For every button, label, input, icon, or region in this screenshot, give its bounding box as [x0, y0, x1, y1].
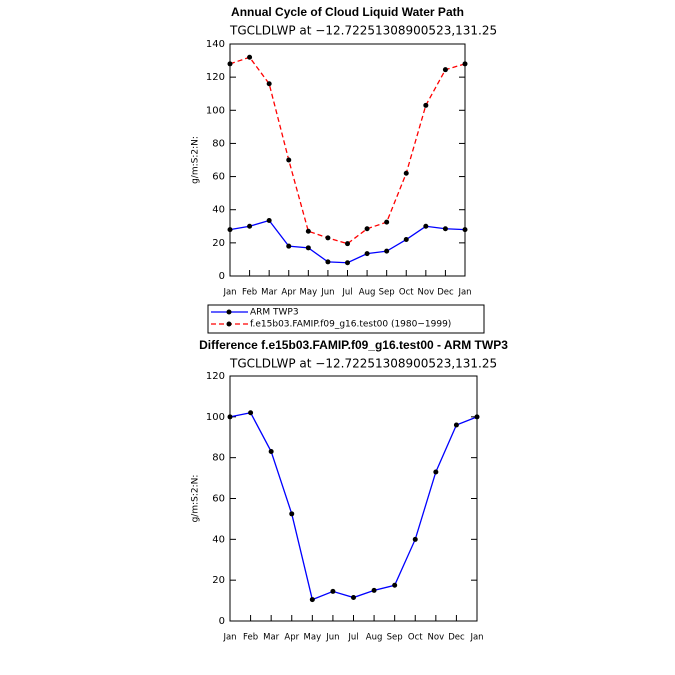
data-point: [474, 414, 480, 420]
series-line: [229, 412, 478, 601]
x-tick-label: Dec: [448, 633, 465, 643]
data-point: [403, 170, 409, 176]
legend-label: ARM TWP3: [250, 308, 299, 318]
x-tick-label: Mar: [261, 288, 278, 298]
data-point: [247, 223, 253, 229]
y-tick-label: 0: [219, 616, 225, 627]
y-tick-label: 140: [206, 39, 225, 50]
data-point: [286, 243, 292, 249]
legend-box: [207, 304, 485, 334]
x-tick-label: May: [304, 633, 322, 643]
x-tick-label: Jan: [469, 633, 483, 643]
legend-label: f.e15b03.FAMIP.f09_g16.test00 (1980−1999…: [250, 320, 451, 330]
data-point: [371, 587, 377, 593]
chart-title: Difference f.e15b03.FAMIP.f09_g16.test00…: [199, 338, 508, 352]
y-tick-label: 40: [212, 534, 225, 545]
x-tick-label: Apr: [281, 288, 296, 298]
data-point: [266, 217, 272, 223]
data-point: [305, 245, 311, 251]
x-tick-label: Feb: [242, 288, 257, 298]
x-tick-label: Oct: [408, 633, 423, 643]
data-point: [351, 595, 356, 601]
y-tick-label: 60: [212, 494, 225, 505]
data-point: [412, 536, 418, 542]
x-tick-label: Jun: [325, 633, 339, 643]
data-point: [247, 54, 253, 60]
x-tick-label: Feb: [243, 633, 258, 643]
data-point: [442, 67, 448, 73]
y-tick-label: 100: [206, 105, 225, 116]
series-line: [229, 56, 466, 245]
x-tick-label: Jan: [222, 633, 236, 643]
y-tick-label: 120: [206, 72, 225, 83]
y-tick-label: 120: [206, 371, 225, 382]
x-tick-label: Nov: [418, 288, 435, 298]
data-point: [330, 588, 336, 594]
data-point: [423, 223, 429, 229]
plot-frame: [229, 375, 478, 622]
chart-title: Annual Cycle of Cloud Liquid Water Path: [231, 5, 464, 19]
x-tick-label: Aug: [366, 633, 383, 643]
y-tick-label: 0: [219, 271, 225, 282]
y-tick-label: 20: [212, 238, 225, 249]
data-point: [227, 414, 233, 420]
x-tick-label: Oct: [399, 288, 414, 298]
y-axis-label: g/m:S:2:N:: [191, 136, 201, 184]
data-point: [462, 61, 468, 67]
data-point: [403, 237, 409, 243]
legend-marker: [226, 309, 232, 315]
data-point: [442, 226, 448, 232]
data-point: [462, 227, 468, 233]
x-tick-label: Jun: [320, 288, 334, 298]
x-tick-label: Jan: [222, 288, 236, 298]
data-point: [227, 61, 233, 67]
x-tick-label: Sep: [387, 633, 403, 643]
y-tick-label: 80: [212, 138, 225, 149]
x-tick-label: Aug: [359, 288, 376, 298]
data-point: [248, 410, 254, 416]
data-point: [364, 226, 370, 232]
x-tick-label: Jul: [341, 288, 352, 298]
x-tick-label: Jul: [347, 633, 358, 643]
data-point: [266, 81, 272, 87]
y-tick-label: 80: [212, 453, 225, 464]
y-tick-label: 100: [206, 412, 225, 423]
x-tick-label: Sep: [379, 288, 395, 298]
data-point: [305, 228, 311, 234]
y-tick-label: 60: [212, 172, 225, 183]
y-axis-label: g/m:S:2:N:: [191, 475, 201, 523]
data-point: [325, 235, 331, 241]
x-tick-label: Dec: [437, 288, 454, 298]
x-tick-label: Apr: [284, 633, 299, 643]
data-point: [364, 251, 370, 257]
data-point: [309, 597, 315, 603]
data-point: [384, 248, 390, 254]
data-point: [268, 449, 274, 455]
y-tick-label: 20: [212, 575, 225, 586]
data-point: [289, 511, 295, 517]
chart-subtitle: TGCLDLWP at −12.72251308900523,131.25: [229, 24, 497, 38]
legend-marker: [226, 321, 232, 327]
data-point: [345, 241, 350, 247]
y-tick-label: 40: [212, 205, 225, 216]
data-point: [392, 582, 398, 588]
x-tick-label: May: [300, 288, 318, 298]
data-point: [286, 157, 292, 163]
chart-subtitle: TGCLDLWP at −12.72251308900523,131.25: [229, 357, 497, 371]
x-tick-label: Mar: [263, 633, 280, 643]
data-point: [227, 227, 233, 233]
x-tick-label: Nov: [428, 633, 445, 643]
data-point: [345, 260, 350, 266]
data-point: [325, 259, 331, 265]
data-point: [433, 469, 439, 475]
x-tick-label: Jan: [457, 288, 471, 298]
data-point: [453, 422, 459, 428]
data-point: [423, 102, 429, 108]
data-point: [384, 219, 390, 225]
